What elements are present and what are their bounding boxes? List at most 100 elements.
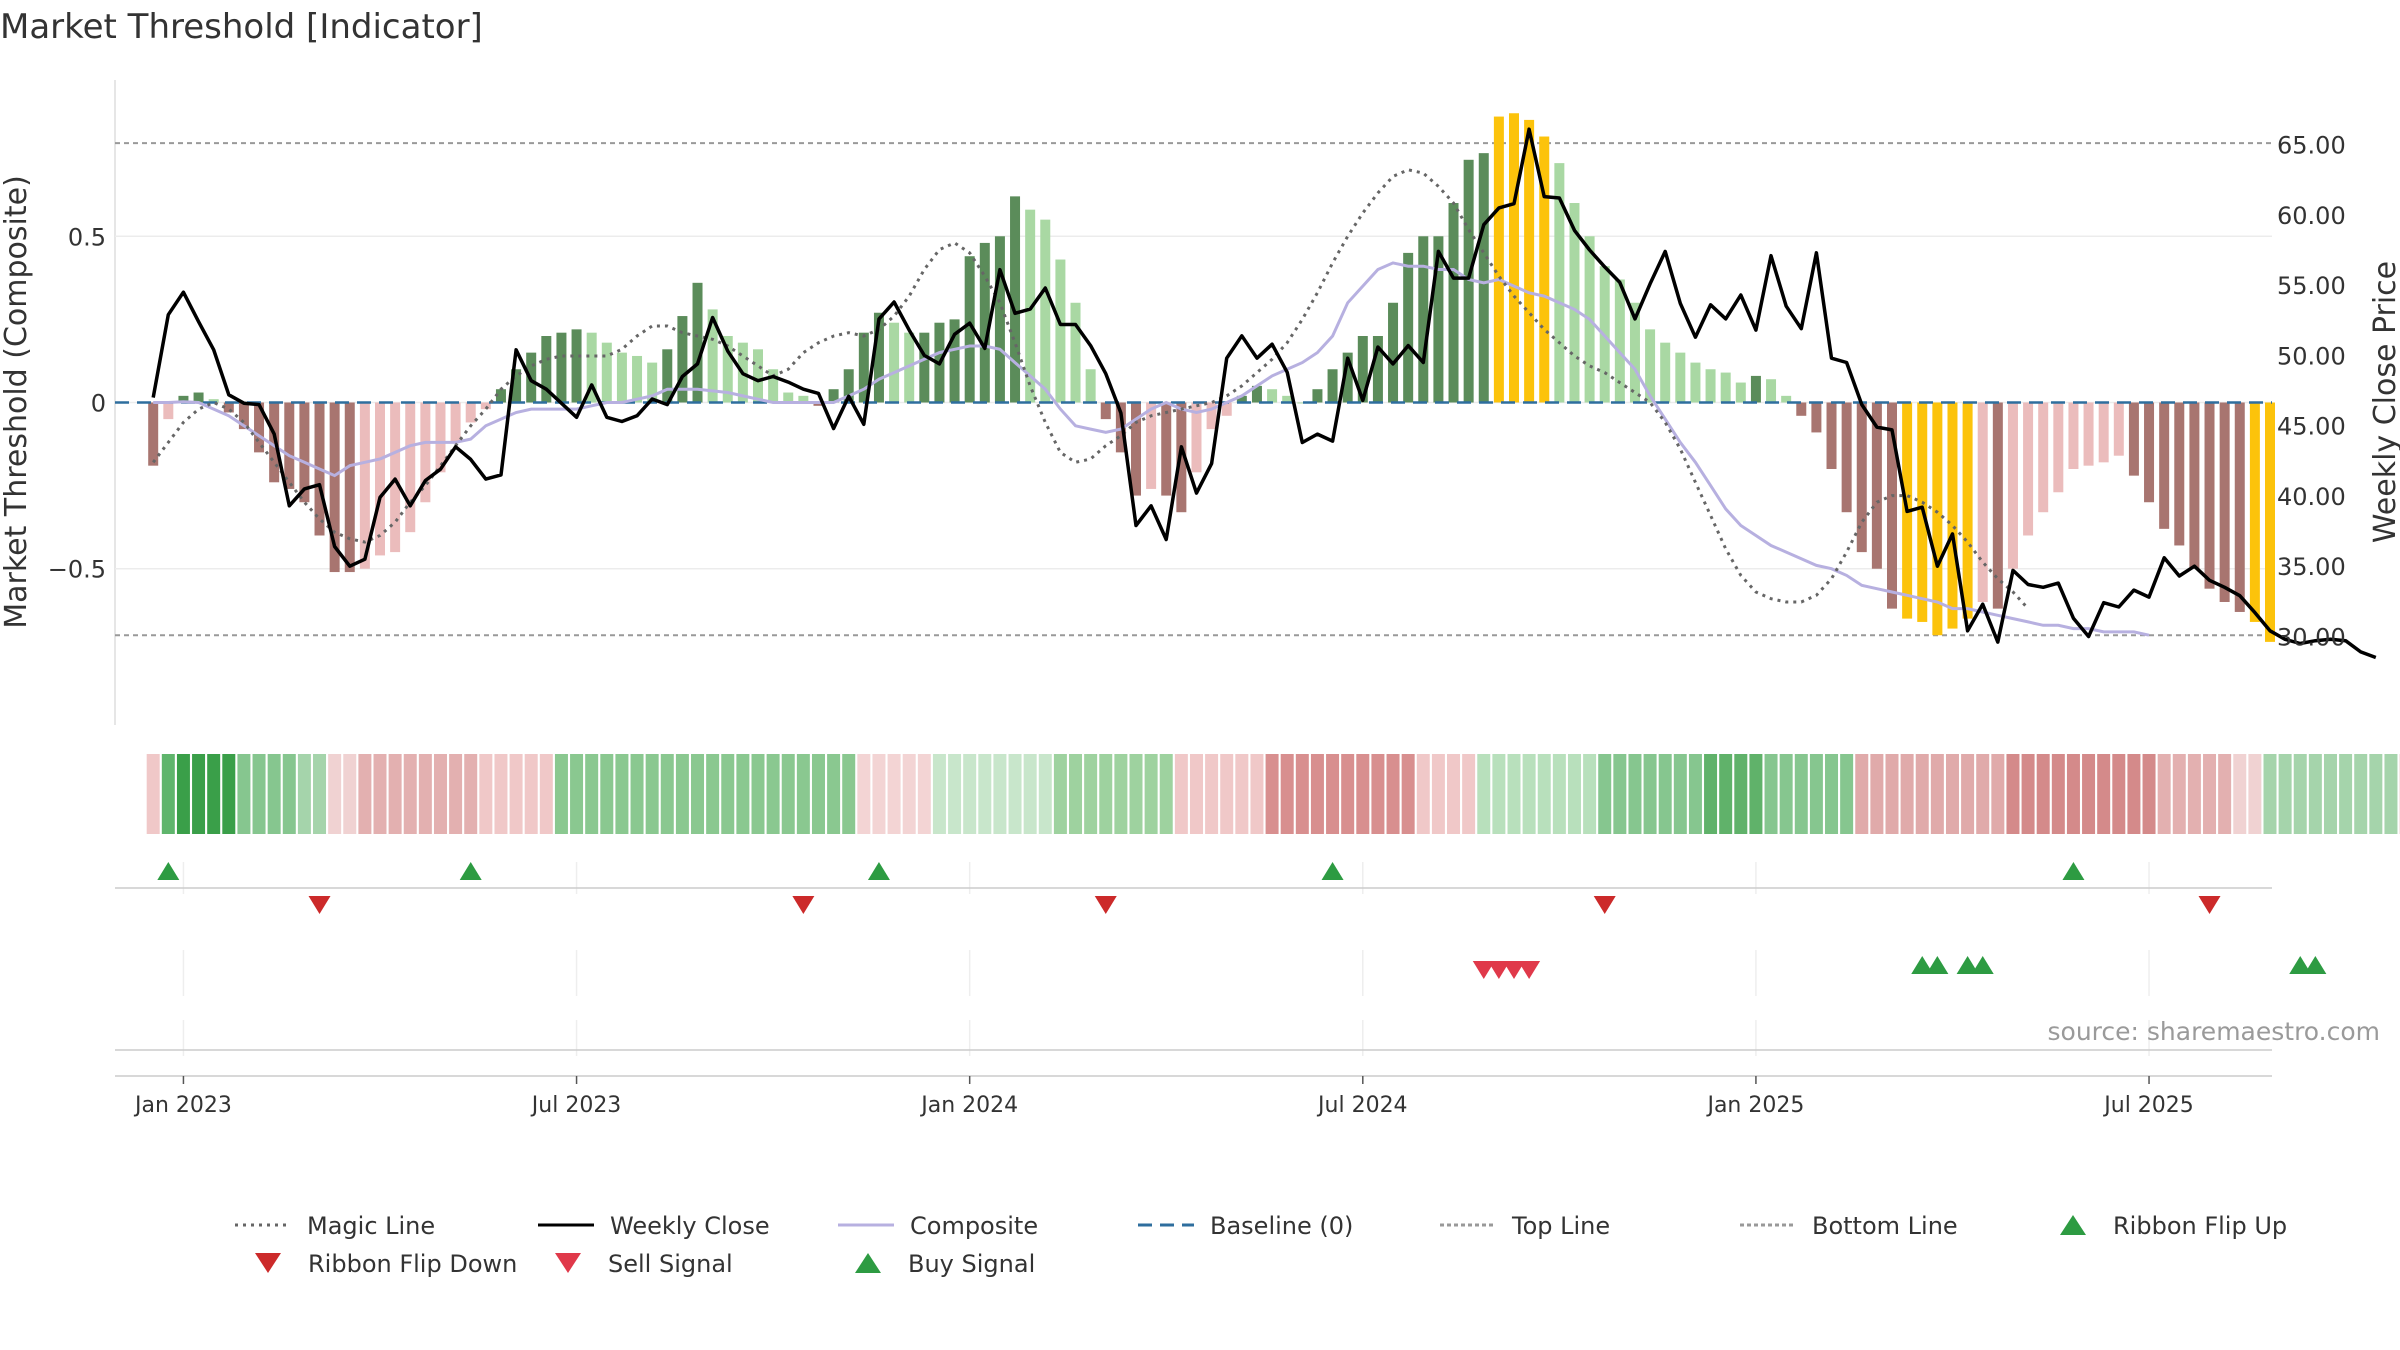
ribbon-cell: [1930, 754, 1944, 834]
ribbon-flip-up-marker: [459, 862, 482, 880]
bar: [1357, 336, 1368, 403]
ribbon-cell: [2097, 754, 2111, 834]
ribbon-cell: [2248, 754, 2262, 834]
ribbon-cell: [1552, 754, 1566, 834]
bar: [919, 332, 930, 403]
ribbon-strip: [146, 754, 2400, 834]
ribbon-flip-up-marker: [1321, 862, 1344, 880]
bar: [390, 402, 401, 553]
ribbon-flip-down-marker: [792, 896, 815, 914]
bar: [753, 349, 763, 403]
ribbon-cell: [176, 754, 190, 834]
ribbon-cell: [887, 754, 901, 834]
bar: [1524, 119, 1535, 403]
bar: [284, 402, 295, 489]
ribbon-cell: [1371, 754, 1385, 834]
bar: [2234, 402, 2245, 612]
ribbon-cell: [343, 754, 357, 834]
bar: [1675, 352, 1686, 403]
bar: [2098, 402, 2109, 463]
ribbon-flip-up-marker: [157, 862, 180, 880]
bar: [178, 395, 189, 403]
ribbon-cell: [2323, 754, 2337, 834]
ribbon-cell: [1961, 754, 1975, 834]
bar: [238, 402, 249, 430]
legend-swatch: [2060, 1215, 2086, 1235]
ribbon-cell: [1945, 754, 1959, 834]
ribbon-cell: [1855, 754, 1869, 834]
bar: [1962, 402, 1973, 619]
y-left-tick-label: −0.5: [48, 556, 106, 584]
legend-item: Magic Line: [235, 1212, 435, 1240]
bar: [994, 236, 1005, 403]
source-note: source: sharemaestro.com: [2048, 1017, 2381, 1046]
bar: [904, 332, 915, 403]
legend-label: Weekly Close: [610, 1212, 770, 1240]
ribbon-cell: [2066, 754, 2080, 834]
ribbon-cell: [1915, 754, 1929, 834]
ribbon-cell: [1991, 754, 2005, 834]
bar: [1297, 402, 1308, 404]
bar: [1856, 402, 1867, 553]
y-right-tick-label: 55.00: [2277, 272, 2346, 300]
ribbon-cell: [1174, 754, 1188, 834]
bar: [1841, 402, 1852, 513]
ribbon-cell: [1386, 754, 1400, 834]
y-left-tick-label: 0.5: [68, 223, 106, 251]
y-right-tick-label: 40.00: [2277, 483, 2346, 511]
ribbon-cell: [192, 754, 206, 834]
bar: [465, 402, 476, 423]
ribbon-cell: [539, 754, 553, 834]
bar: [1660, 342, 1671, 403]
ribbon-cell: [2203, 754, 2217, 834]
y-axis-right-label: Weekly Close Price: [2368, 261, 2400, 543]
ribbon-cell: [615, 754, 629, 834]
ribbon-cell: [267, 754, 281, 834]
ribbon-cell: [1628, 754, 1642, 834]
bar: [1070, 302, 1081, 403]
ribbon-cell: [1114, 754, 1128, 834]
x-tick-label: Jul 2025: [2102, 1093, 2194, 1118]
bar: [1372, 336, 1383, 403]
series-lines: [115, 127, 2377, 660]
buy-signal-marker: [1911, 956, 1934, 974]
sell-signal-marker: [1503, 961, 1525, 979]
ribbon-cell: [2172, 754, 2186, 834]
ribbon-cell: [1900, 754, 1914, 834]
bar: [344, 402, 355, 573]
ribbon-cell: [1401, 754, 1415, 834]
bar: [1750, 375, 1761, 403]
bar: [2189, 402, 2200, 569]
ribbon-cell: [993, 754, 1007, 834]
ribbon-cell: [2263, 754, 2277, 834]
bar: [480, 402, 491, 410]
bar: [299, 402, 310, 503]
bar: [556, 332, 567, 403]
ribbon-cell: [2082, 754, 2096, 834]
bar: [722, 336, 733, 403]
ribbon-cell: [1447, 754, 1461, 834]
ribbon-cell: [433, 754, 447, 834]
ribbon-cell: [1341, 754, 1355, 834]
ribbon-cell: [1613, 754, 1627, 834]
ribbon-flip-up-marker: [867, 862, 890, 880]
ribbon-cell: [2051, 754, 2065, 834]
legend-swatch: [855, 1253, 881, 1273]
ribbon-cell: [902, 754, 916, 834]
ribbon-cell: [1704, 754, 1718, 834]
bar: [1206, 402, 1217, 430]
ribbon-cell: [373, 754, 387, 834]
ribbon-cell: [630, 754, 644, 834]
bar: [1131, 402, 1141, 496]
ribbon-cell: [2157, 754, 2171, 834]
ribbon-cell: [1356, 754, 1370, 834]
ribbon-flip-down-marker: [1094, 896, 1117, 914]
bar: [1055, 259, 1066, 403]
ribbon-cell: [1537, 754, 1551, 834]
ribbon-cell: [146, 754, 160, 834]
signal-markers: [115, 862, 2327, 1077]
bar: [1463, 159, 1474, 403]
bar: [1509, 113, 1519, 403]
bar: [359, 402, 370, 569]
ribbon-cell: [1976, 754, 1990, 834]
